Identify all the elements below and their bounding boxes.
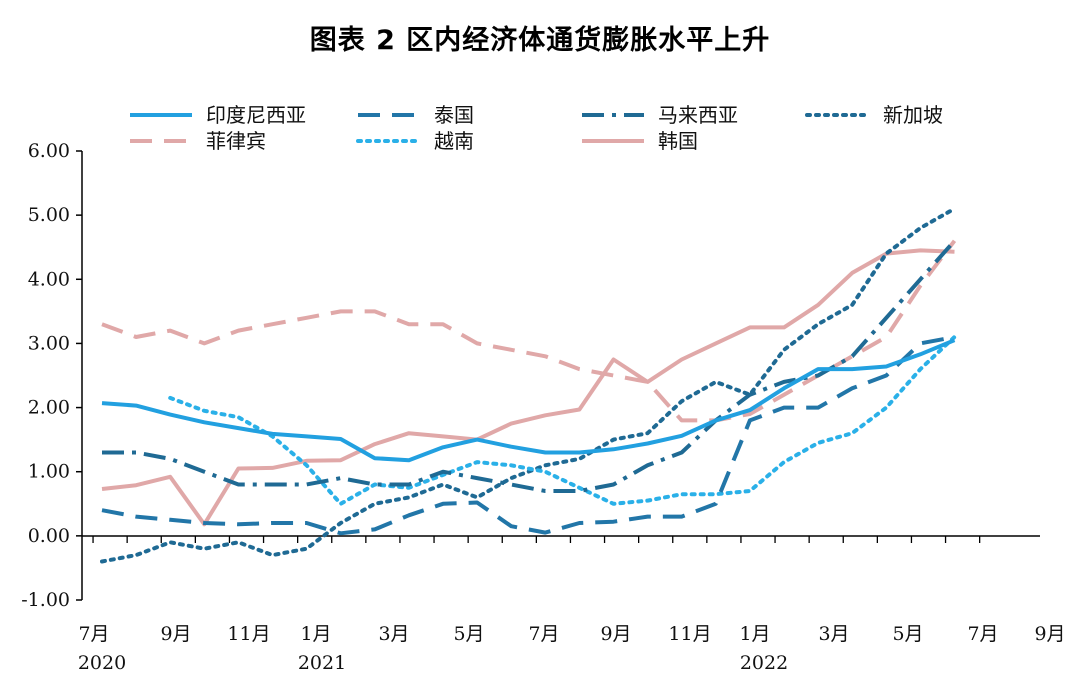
series-line-1 <box>101 335 955 536</box>
x-tick-label: 11月 <box>227 623 270 645</box>
y-tick-label: 3.00 <box>28 332 70 354</box>
legend-label: 马来西亚 <box>658 103 738 127</box>
y-tick-label: 4.00 <box>28 268 70 290</box>
x-tick-label: 1月 <box>300 623 331 645</box>
chart-title: 图表 2 区内经济体通货膨胀水平上升 <box>309 25 771 56</box>
legend-label: 泰国 <box>434 103 474 127</box>
x-tick-label: 9月 <box>160 623 191 645</box>
series-line-6 <box>101 248 955 527</box>
x-tick-label: 9月 <box>600 623 631 645</box>
y-tick-label: 1.00 <box>28 461 70 483</box>
legend-label: 菲律宾 <box>206 129 266 153</box>
series-line-2 <box>102 239 956 493</box>
legend-label: 韩国 <box>658 129 698 153</box>
legend-label: 新加坡 <box>883 103 943 127</box>
y-tick-label: 5.00 <box>28 204 70 226</box>
x-tick-label: 7月 <box>967 623 998 645</box>
x-tick-label: 3月 <box>378 623 409 645</box>
series-line-0 <box>101 338 956 463</box>
x-tick-label: 1月 <box>739 623 770 645</box>
x-tick-label: 5月 <box>453 623 484 645</box>
y-axis-ticks: -1.00 0.00 1.00 2.00 3.00 4.00 5.00 6.00 <box>21 140 82 611</box>
y-tick-label: 6.00 <box>28 140 70 162</box>
y-tick-label: 2.00 <box>28 397 70 419</box>
x-tick-label: 5月 <box>892 623 923 645</box>
x-tick-label: 7月 <box>78 623 109 645</box>
series-line-4 <box>101 239 957 423</box>
series-line-3 <box>100 206 957 564</box>
x-tick-label: 7月 <box>528 623 559 645</box>
x-year-label: 2022 <box>740 652 788 674</box>
series-group <box>100 206 957 564</box>
x-tick-label: 11月 <box>668 623 711 645</box>
x-year-label: 2021 <box>298 652 346 674</box>
axes <box>81 151 1040 600</box>
x-axis-ticks: 7月 9月 11月 1月 3月 5月 7月 9月 11月 1月 3月 5月 7月 9月 2020 2021 20… <box>78 536 1066 674</box>
x-year-label: 2020 <box>78 652 126 674</box>
series-line-5 <box>168 335 957 506</box>
legend-label: 印度尼西亚 <box>206 103 306 127</box>
x-tick-label: 9月 <box>1034 623 1065 645</box>
legend-label: 越南 <box>434 129 474 153</box>
y-tick-label: -1.00 <box>21 589 70 611</box>
x-tick-label: 3月 <box>818 623 849 645</box>
y-tick-label: 0.00 <box>28 525 70 547</box>
